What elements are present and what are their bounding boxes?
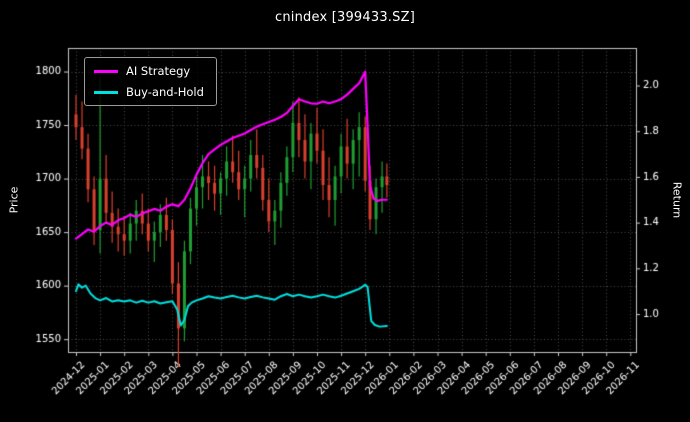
legend-label-ai-strategy: AI Strategy — [126, 64, 191, 78]
chart-title: cnindex [399433.SZ] — [275, 10, 415, 25]
legend-item-buy-and-hold: Buy-and-Hold — [94, 85, 204, 99]
legend: AI Strategy Buy-and-Hold — [84, 57, 217, 106]
legend-item-ai-strategy: AI Strategy — [94, 64, 204, 78]
right-axis-label: Return — [670, 181, 684, 219]
ai-strategy-line-swatch — [94, 69, 118, 73]
left-axis-label: Price — [7, 186, 21, 214]
legend-label-buy-and-hold: Buy-and-Hold — [126, 85, 204, 99]
buy-and-hold-line-swatch — [94, 90, 118, 94]
